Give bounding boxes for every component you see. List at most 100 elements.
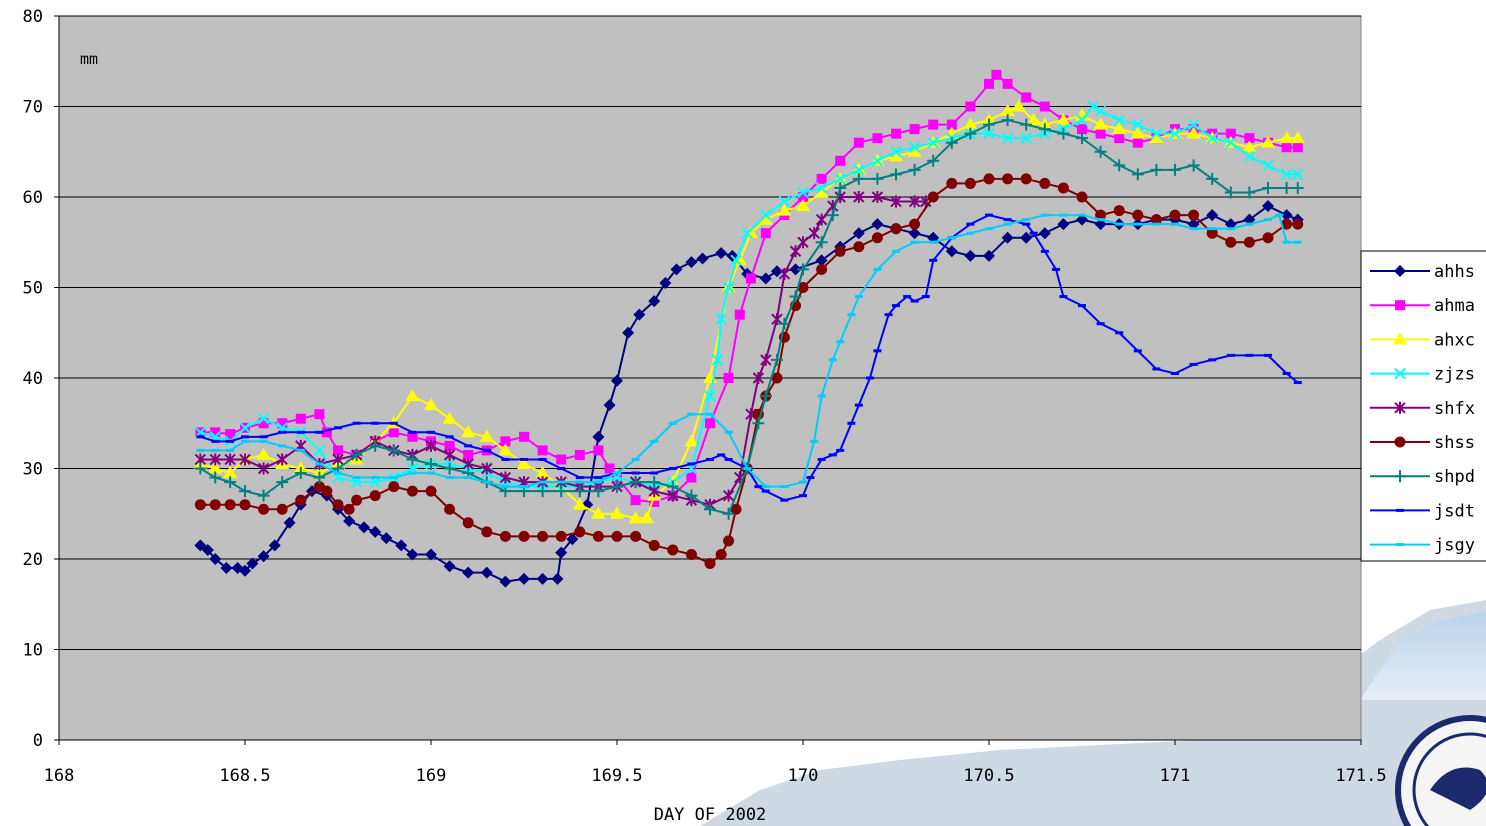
data-point [481, 526, 492, 537]
legend-label: ahma [1434, 296, 1475, 316]
data-point [226, 440, 234, 443]
data-point [1275, 214, 1283, 217]
y-tick-label: 10 [23, 641, 43, 661]
data-point [612, 531, 623, 542]
data-point [1021, 173, 1032, 184]
data-point [929, 241, 937, 244]
data-point [1208, 358, 1216, 361]
data-point [1227, 354, 1235, 357]
data-point [706, 458, 714, 461]
data-point [388, 481, 399, 492]
data-point [873, 268, 881, 271]
data-point [799, 481, 807, 484]
data-point [1052, 268, 1060, 271]
legend-label: shpd [1434, 467, 1475, 487]
data-point [211, 440, 219, 443]
x-tick-label: 168 [44, 766, 75, 786]
y-tick-label: 40 [23, 369, 43, 389]
data-point [835, 156, 845, 166]
data-point [1114, 133, 1124, 143]
data-point [985, 214, 993, 217]
legend-label: zjzs [1434, 365, 1475, 385]
data-point [321, 486, 332, 497]
data-point [1059, 214, 1067, 217]
y-tick-label: 70 [23, 98, 43, 118]
data-point [390, 476, 398, 479]
data-point [724, 373, 734, 383]
data-point [483, 481, 491, 484]
data-point [818, 395, 826, 398]
data-point [196, 449, 204, 452]
legend-label: ahhs [1434, 262, 1475, 282]
data-point [427, 431, 435, 434]
data-point [538, 445, 548, 455]
data-point [278, 431, 286, 434]
data-point [686, 473, 696, 483]
data-point [408, 472, 416, 475]
data-point [1134, 223, 1142, 226]
data-point [847, 422, 855, 425]
data-point [520, 458, 528, 461]
data-point [873, 349, 881, 352]
legend-label: shfx [1434, 399, 1475, 419]
data-point [946, 178, 957, 189]
data-point [854, 138, 864, 148]
data-point [762, 485, 770, 488]
legend-marker [1396, 509, 1404, 512]
data-point [501, 458, 509, 461]
data-point [632, 458, 640, 461]
data-point [353, 476, 361, 479]
data-point [444, 504, 455, 515]
data-point [408, 431, 416, 434]
data-point [576, 476, 584, 479]
data-point [780, 499, 788, 502]
data-point [333, 499, 344, 510]
data-point [539, 481, 547, 484]
data-point [226, 449, 234, 452]
data-point [872, 133, 882, 143]
data-point [1264, 354, 1272, 357]
data-point [1040, 102, 1050, 112]
data-point [891, 223, 902, 234]
data-point [295, 495, 306, 506]
data-point [928, 192, 939, 203]
data-point [446, 476, 454, 479]
data-point [929, 259, 937, 262]
data-point [371, 476, 379, 479]
data-point [371, 422, 379, 425]
y-tick-label: 80 [23, 7, 43, 27]
data-point [537, 531, 548, 542]
data-point [1245, 354, 1253, 357]
data-point [594, 476, 602, 479]
x-tick-label: 169 [416, 766, 447, 786]
data-point [1294, 241, 1302, 244]
data-point [903, 295, 911, 298]
data-point [240, 499, 251, 510]
data-point [984, 173, 995, 184]
y-tick-label: 0 [33, 731, 43, 751]
data-point [500, 531, 511, 542]
data-point [315, 462, 323, 465]
data-point [650, 472, 658, 475]
data-point [574, 526, 585, 537]
y-tick-labels: 01020304050607080 [23, 7, 59, 751]
data-point [761, 228, 771, 238]
data-point [501, 485, 509, 488]
data-point [1004, 223, 1012, 226]
x-tick-label: 168.5 [219, 766, 270, 786]
data-point [1022, 223, 1030, 226]
x-tick-label: 170 [788, 766, 819, 786]
data-point [762, 490, 770, 493]
data-point [1244, 237, 1255, 248]
data-point [1132, 210, 1143, 221]
data-point [427, 472, 435, 475]
data-point [390, 422, 398, 425]
data-point [630, 531, 641, 542]
data-point [669, 422, 677, 425]
data-point [576, 481, 584, 484]
data-point [557, 467, 565, 470]
data-point [344, 504, 355, 515]
data-point [705, 418, 715, 428]
data-point [519, 432, 529, 442]
data-point [1058, 182, 1069, 193]
